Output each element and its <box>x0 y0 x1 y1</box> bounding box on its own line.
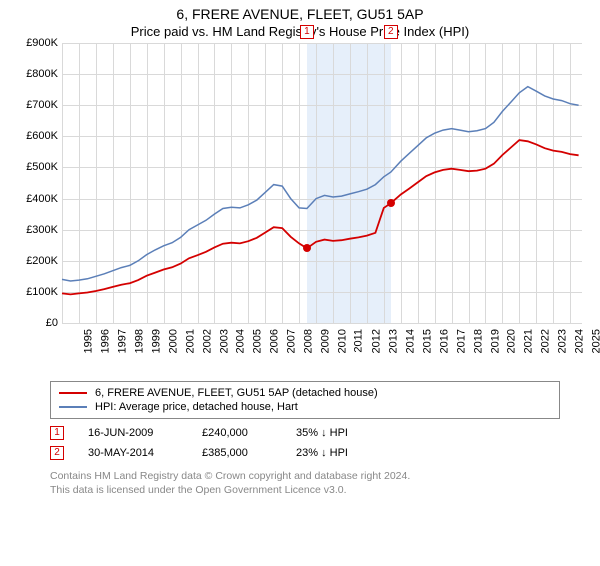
x-axis-label: 2015 <box>421 329 433 353</box>
legend-swatch <box>59 406 87 408</box>
x-axis-label: 2018 <box>472 329 484 353</box>
sale-marker-box: 2 <box>384 25 398 39</box>
x-axis-label: 2013 <box>387 329 399 353</box>
x-axis-label: 1996 <box>99 329 111 353</box>
legend-swatch <box>59 392 87 394</box>
sale-row-price: £240,000 <box>202 427 272 439</box>
series-line-subject <box>62 140 579 294</box>
sale-row-delta: 35% ↓ HPI <box>296 427 376 439</box>
legend-box: 6, FRERE AVENUE, FLEET, GU51 5AP (detach… <box>50 381 560 419</box>
x-axis-label: 2025 <box>591 329 600 353</box>
sales-table: 1 16-JUN-2009 £240,000 35% ↓ HPI 2 30-MAY-201… <box>50 423 560 463</box>
sale-marker-dot <box>303 244 311 252</box>
y-axis-label: £800K <box>16 68 58 80</box>
chart-container: 6, FRERE AVENUE, FLEET, GU51 5AP Price p… <box>0 6 600 566</box>
sale-row-date: 16-JUN-2009 <box>88 427 178 439</box>
y-axis-label: £200K <box>16 255 58 267</box>
x-axis-label: 2009 <box>320 329 332 353</box>
y-axis-label: £900K <box>16 37 58 49</box>
x-axis-label: 2022 <box>540 329 552 353</box>
y-axis-label: £300K <box>16 224 58 236</box>
x-axis-label: 1995 <box>82 329 94 353</box>
sale-row-index-box: 2 <box>50 446 64 460</box>
sale-marker-box: 1 <box>300 25 314 39</box>
legend-label: 6, FRERE AVENUE, FLEET, GU51 5AP (detach… <box>95 387 378 399</box>
x-axis-label: 2010 <box>337 329 349 353</box>
chart-area: £0 £100K £200K £300K £400K £500K £600K £700K £80… <box>10 43 590 373</box>
x-axis-label: 1999 <box>150 329 162 353</box>
legend-label: HPI: Average price, detached house, Hart <box>95 401 298 413</box>
x-axis-label: 2006 <box>269 329 281 353</box>
legend-item: HPI: Average price, detached house, Hart <box>59 400 551 414</box>
legend-item: 6, FRERE AVENUE, FLEET, GU51 5AP (detach… <box>59 386 551 400</box>
series-line-hpi <box>62 87 579 281</box>
grid-line-h <box>62 323 582 324</box>
sale-marker-dot <box>387 199 395 207</box>
x-axis-label: 2017 <box>455 329 467 353</box>
x-axis-label: 2014 <box>404 329 416 353</box>
y-axis-label: £400K <box>16 193 58 205</box>
sale-row: 1 16-JUN-2009 £240,000 35% ↓ HPI <box>50 423 560 443</box>
footer-line-2: This data is licensed under the Open Gov… <box>50 483 560 497</box>
y-axis-label: £700K <box>16 99 58 111</box>
sale-row-price: £385,000 <box>202 447 272 459</box>
x-axis-label: 2002 <box>201 329 213 353</box>
sale-row: 2 30-MAY-2014 £385,000 23% ↓ HPI <box>50 443 560 463</box>
x-axis-label: 2008 <box>303 329 315 353</box>
y-axis-label: £0 <box>16 317 58 329</box>
x-axis-label: 2020 <box>506 329 518 353</box>
y-axis-label: £600K <box>16 130 58 142</box>
x-axis-label: 1998 <box>133 329 145 353</box>
x-axis-label: 2016 <box>438 329 450 353</box>
x-axis-label: 2023 <box>557 329 569 353</box>
y-axis-label: £500K <box>16 161 58 173</box>
x-axis-label: 2019 <box>489 329 501 353</box>
x-axis-label: 2000 <box>167 329 179 353</box>
x-axis-label: 2021 <box>523 329 535 353</box>
x-axis-label: 2005 <box>252 329 264 353</box>
x-axis-label: 2012 <box>370 329 382 353</box>
sale-row-delta: 23% ↓ HPI <box>296 447 376 459</box>
plot-area: £0£100K£200K£300K£400K£500K£600K£700K£80… <box>62 43 582 323</box>
x-axis-label: 1997 <box>116 329 128 353</box>
footer-line-1: Contains HM Land Registry data © Crown c… <box>50 469 560 483</box>
x-axis-label: 2001 <box>184 329 196 353</box>
y-axis-label: £100K <box>16 286 58 298</box>
x-axis-label: 2007 <box>286 329 298 353</box>
footer-attribution: Contains HM Land Registry data © Crown c… <box>50 469 560 497</box>
series-svg <box>62 43 582 323</box>
sale-row-date: 30-MAY-2014 <box>88 447 178 459</box>
x-axis-label: 2004 <box>235 329 247 353</box>
chart-title-address: 6, FRERE AVENUE, FLEET, GU51 5AP <box>0 6 600 22</box>
sale-row-index-box: 1 <box>50 426 64 440</box>
x-axis-label: 2003 <box>218 329 230 353</box>
x-axis-label: 2011 <box>353 329 365 353</box>
x-axis-label: 2024 <box>574 329 586 353</box>
